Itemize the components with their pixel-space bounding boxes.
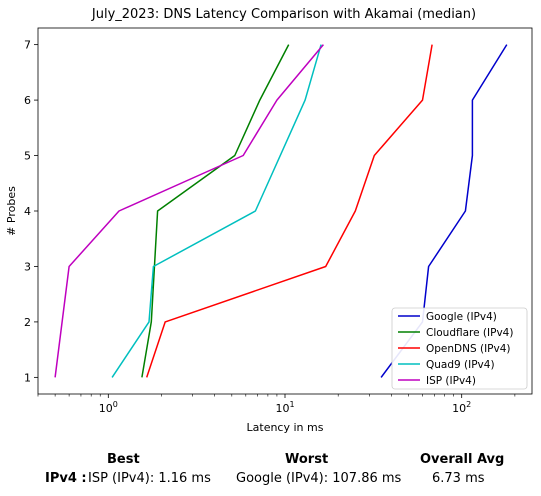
y-tick-label: 7: [24, 39, 31, 52]
best-value: ISP (IPv4): 1.16 ms: [88, 471, 211, 486]
x-tick-label: 101: [275, 400, 294, 415]
y-tick-label: 5: [24, 150, 31, 163]
y-tick-label: 2: [24, 316, 31, 329]
series-line-quad9-ipv4: [111, 44, 322, 378]
latency-chart: July_2023: DNS Latency Comparison with A…: [5, 7, 533, 434]
y-axis: 1 2 3 4 5 6 7: [24, 39, 38, 384]
summary-table: Best Worst Overall Avg IPv4 : ISP (IPv4)…: [0, 448, 541, 496]
chart-title: July_2023: DNS Latency Comparison with A…: [91, 7, 476, 22]
legend-entry: Quad9 (IPv4): [426, 359, 495, 371]
y-tick-label: 3: [24, 260, 31, 273]
legend-box: [391, 307, 528, 390]
legend-entry: Google (IPv4): [426, 311, 497, 323]
y-axis-label: # Probes: [5, 186, 18, 236]
series-line-opendns-ipv4: [145, 44, 433, 378]
series-line-cloudflare-ipv4: [141, 44, 290, 378]
worst-header: Worst: [285, 452, 329, 467]
legend-entry: ISP (IPv4): [426, 375, 476, 387]
overall-avg-header: Overall Avg: [420, 452, 505, 467]
series-line-isp-ipv4: [54, 44, 324, 378]
y-tick-label: 1: [24, 371, 31, 384]
x-tick-label: 100: [99, 400, 118, 415]
y-tick-label: 6: [24, 94, 31, 107]
row-label-ipv4: IPv4 :: [45, 471, 87, 486]
x-axis-label: Latency in ms: [247, 421, 324, 434]
legend: Google (IPv4) Cloudflare (IPv4) OpenDNS (I…: [391, 307, 528, 390]
worst-value: Google (IPv4): 107.86 ms: [236, 471, 402, 486]
x-tick-label: 102: [452, 400, 471, 415]
best-header: Best: [107, 452, 140, 467]
legend-entry: Cloudflare (IPv4): [426, 327, 513, 339]
y-tick-label: 4: [24, 205, 31, 218]
overall-avg-value: 6.73 ms: [432, 471, 485, 486]
x-axis: 100 101 102: [37, 394, 516, 415]
legend-entry: OpenDNS (IPv4): [426, 343, 511, 355]
